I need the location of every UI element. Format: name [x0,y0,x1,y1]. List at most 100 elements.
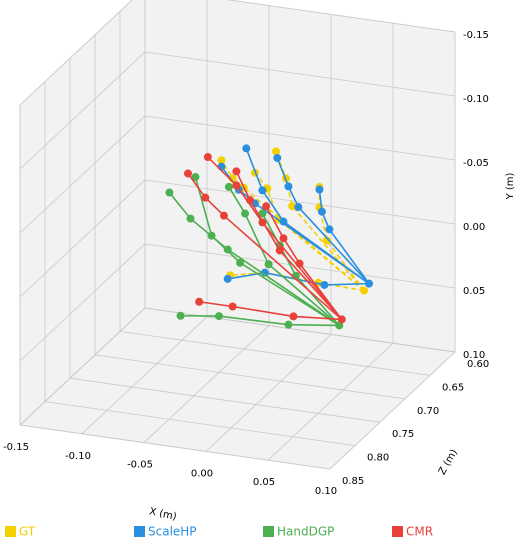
grid-line [205,334,332,452]
legend-swatch [5,526,16,537]
joint [219,211,228,220]
joint [279,217,288,226]
legend-label: ScaleHP [148,525,197,539]
x-tick-label: -0.10 [65,451,91,462]
bone [318,189,370,285]
grid-line [19,51,146,170]
bone [275,151,365,292]
grid-line [144,51,456,97]
grid-line [19,0,133,106]
legend-swatch [263,526,274,537]
bone [228,186,340,327]
y-tick-label: -0.10 [463,94,489,105]
grid-line [94,354,406,400]
y-tick-label: 0.00 [463,222,485,233]
joint [242,144,251,153]
joint [284,320,293,329]
grid-line [119,331,431,376]
joint [264,260,273,269]
y-axis-label: Y (m) [505,172,516,200]
bone [318,186,365,292]
joint [320,280,329,289]
joint [322,236,331,245]
grid-line [144,115,456,161]
joint [184,169,192,178]
joint [360,286,369,295]
legend: GT ScaleHP HandDGP CMR [5,525,433,539]
joint [201,193,210,202]
joint [241,209,250,218]
joint [217,156,226,165]
joint [315,185,324,194]
joint [203,153,212,162]
joint [365,279,374,288]
plot-area [165,144,374,330]
joint [191,173,200,182]
joint [232,181,241,190]
grid-line [19,307,146,426]
z-axis-label: Z (m) [437,447,460,476]
joint [258,218,267,227]
bone [265,205,343,320]
joint [317,207,326,216]
bone [180,314,340,327]
grid-line [44,401,356,446]
grid-line [69,377,381,423]
z-tick-label: 0.80 [367,453,389,464]
joint [335,321,344,330]
grid-line [19,424,331,470]
joint [195,297,204,306]
bone [254,172,365,292]
joint [272,147,281,156]
axes-panes [18,0,457,470]
joint [224,182,233,191]
bone [187,172,343,321]
grid [19,0,456,470]
legend-label: GT [19,525,36,539]
joint [258,186,267,195]
joint [258,209,267,218]
x-tick-label: -0.15 [3,442,29,453]
legend-label: HandDGP [277,525,334,539]
joint [273,153,282,162]
joint [260,268,269,277]
y-tick-label: 0.05 [463,286,485,297]
grid-line [19,115,146,234]
joint [279,234,288,243]
joint [232,167,241,176]
joint [262,202,271,211]
joint [337,315,346,324]
joint [289,312,298,321]
grid-line [144,179,456,225]
bone [276,157,370,285]
x-tick-label: 0.05 [253,477,275,488]
grid-line [81,316,208,435]
joint [215,312,223,321]
joint [294,203,303,212]
grid-line [226,0,456,33]
grid-line [19,179,146,298]
grid-line [267,342,394,461]
joint [223,245,232,254]
joint [325,225,334,234]
z-tick-label: 0.70 [417,406,439,417]
legend-swatch [392,526,403,537]
z-tick-label: 0.60 [467,359,489,370]
legend-label: CMR [406,525,433,539]
grid-line [329,351,456,470]
bone [199,300,342,321]
x-tick-label: 0.00 [191,468,213,479]
joint [284,182,293,191]
joint [207,231,216,240]
x-axis-label: X (m) [148,506,177,523]
joint [165,188,174,197]
joint [275,246,284,255]
x-tick-label: -0.05 [127,460,153,471]
joint [186,214,195,223]
y-tick-label: -0.05 [463,158,489,169]
joint [288,202,297,211]
grid-line [19,243,146,362]
grid-line [143,325,270,443]
joint [217,162,226,171]
legend-swatch [134,526,145,537]
